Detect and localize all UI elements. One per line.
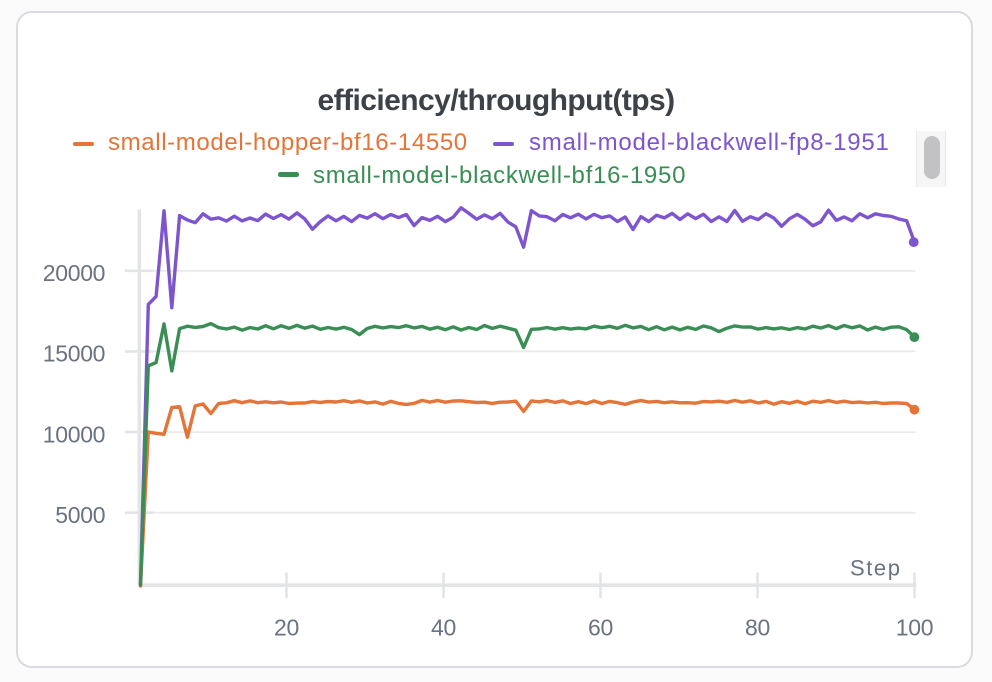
svg-text:10000: 10000 bbox=[43, 421, 105, 447]
svg-text:20000: 20000 bbox=[43, 260, 105, 286]
svg-text:100: 100 bbox=[896, 614, 933, 640]
svg-text:15000: 15000 bbox=[43, 341, 105, 367]
svg-text:80: 80 bbox=[745, 614, 770, 640]
svg-text:40: 40 bbox=[431, 614, 456, 640]
svg-text:Step: Step bbox=[850, 556, 901, 581]
svg-text:5000: 5000 bbox=[55, 502, 105, 528]
svg-text:60: 60 bbox=[588, 614, 613, 640]
svg-text:20: 20 bbox=[274, 614, 299, 640]
